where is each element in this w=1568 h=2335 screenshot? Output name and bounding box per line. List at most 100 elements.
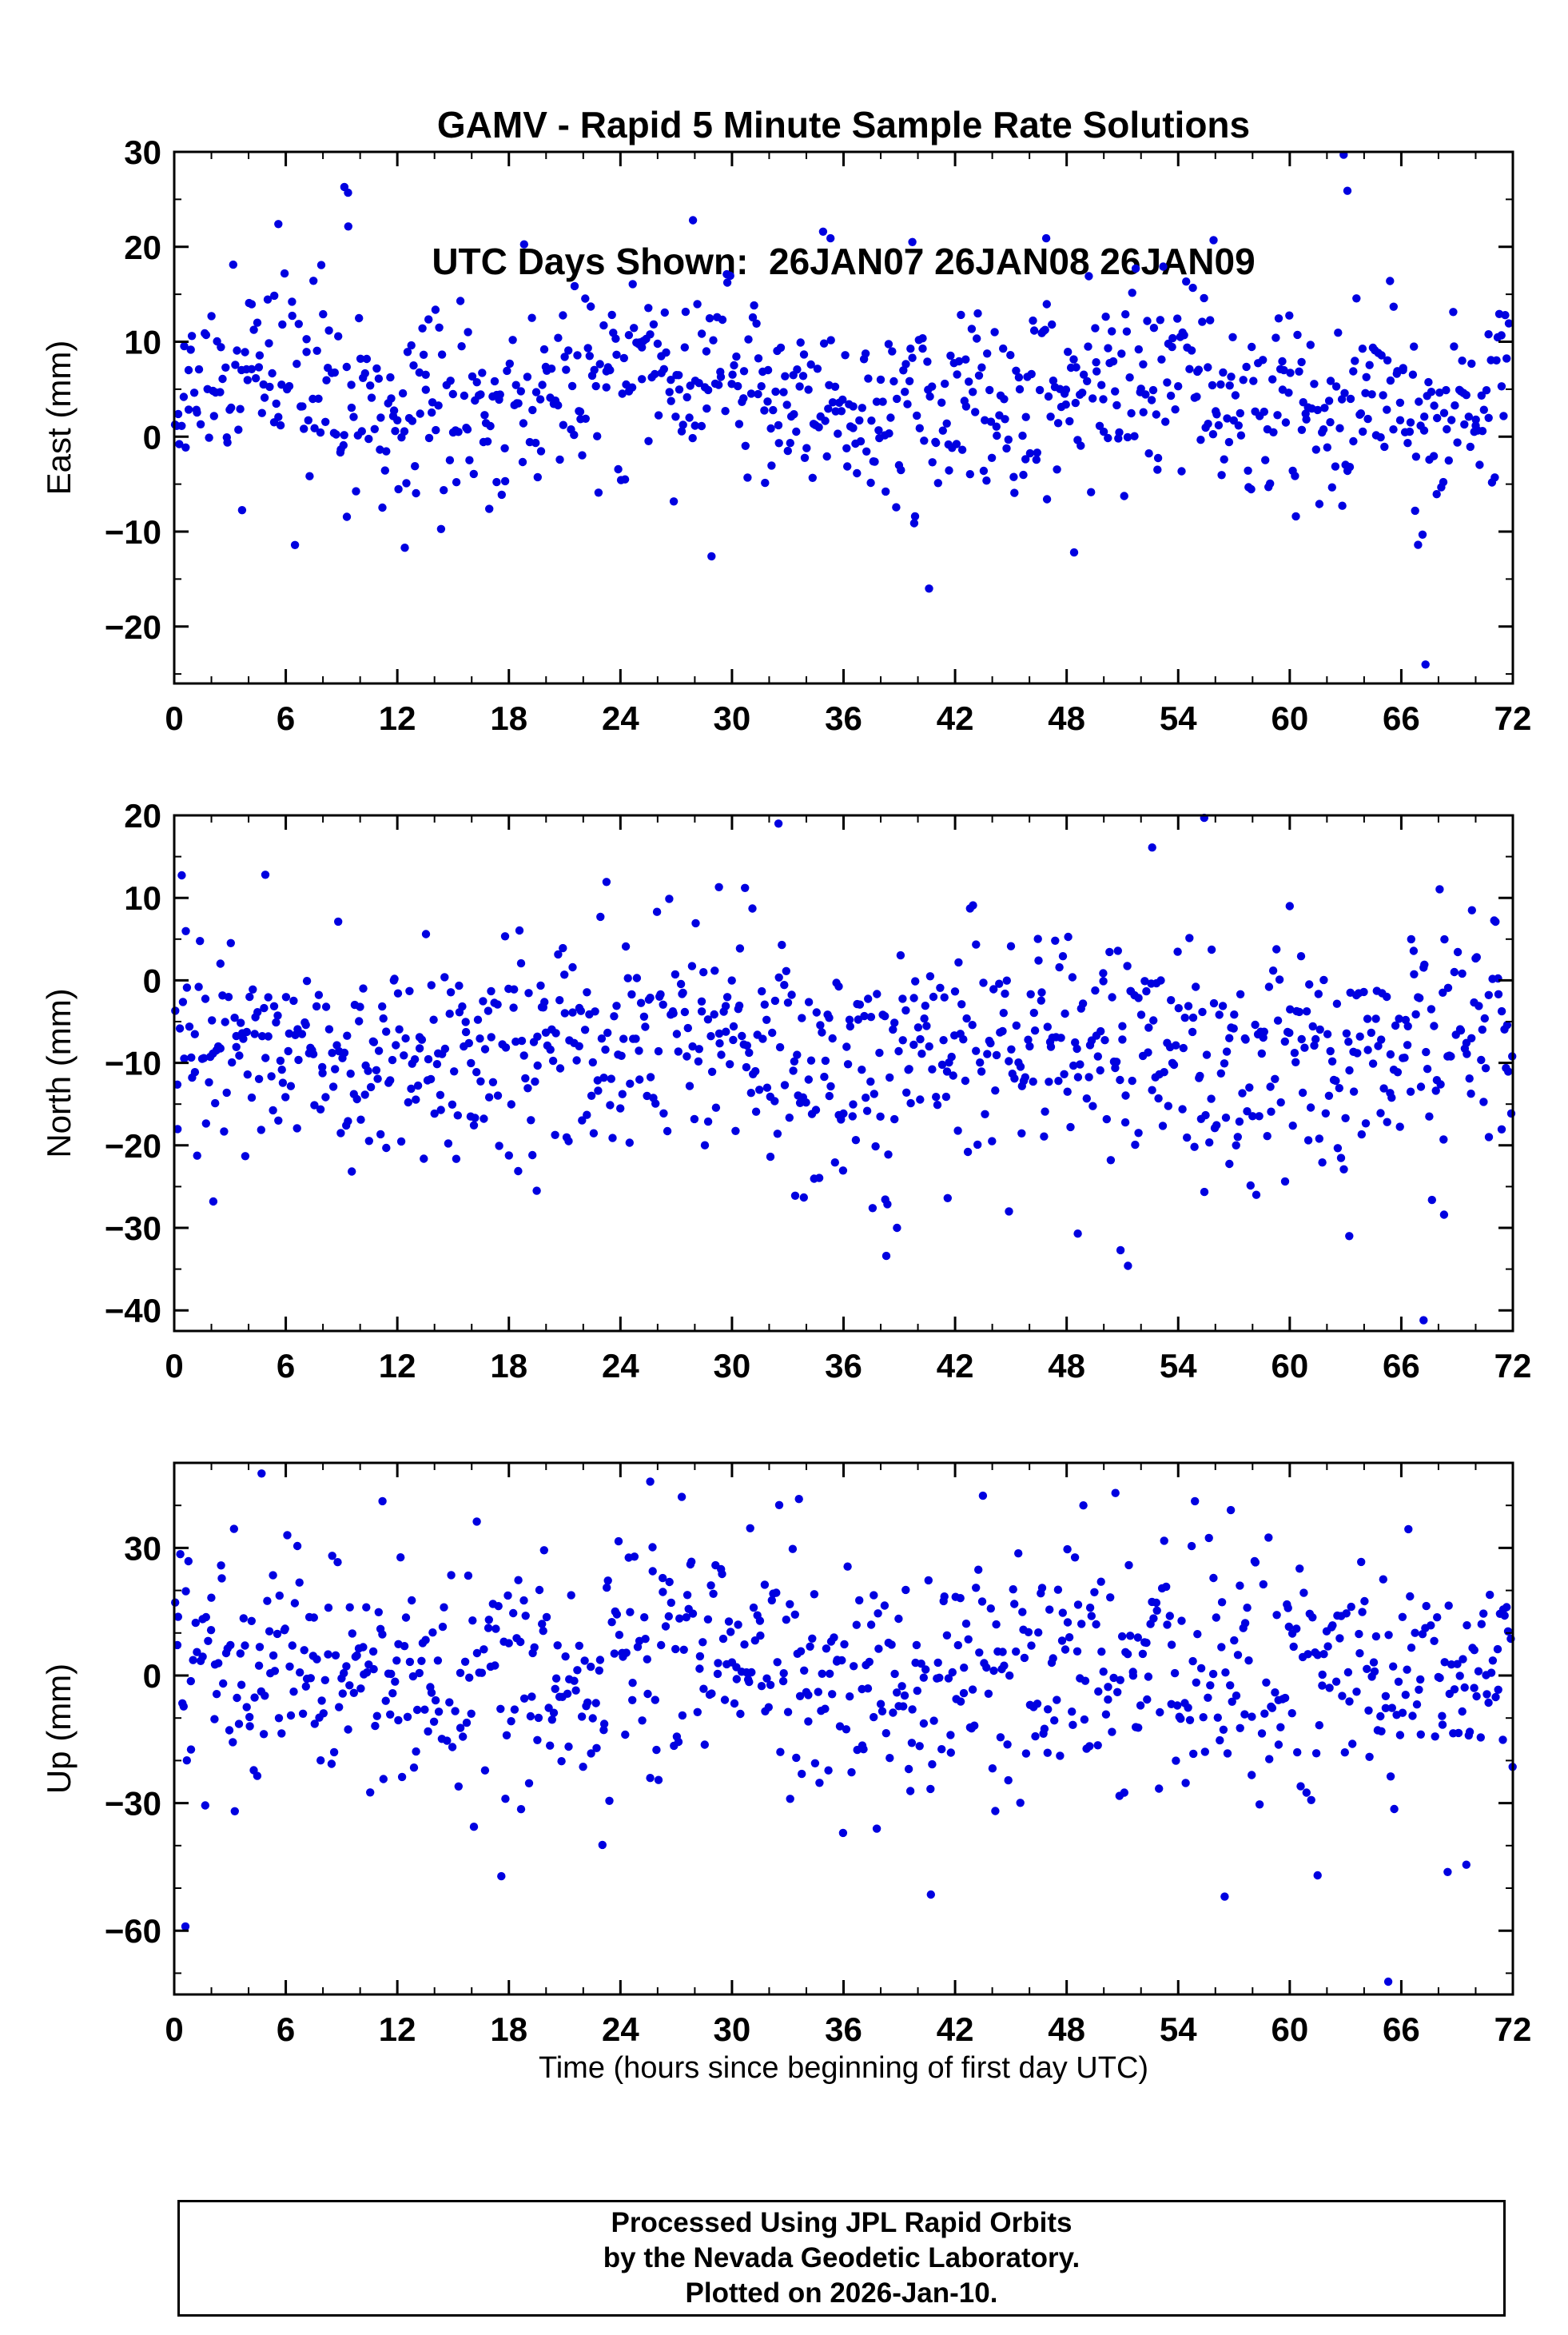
data-point	[859, 1745, 868, 1754]
data-point	[440, 486, 448, 495]
data-point	[297, 1030, 307, 1038]
data-point	[899, 1702, 908, 1711]
x-tick-label: 36	[825, 699, 862, 737]
data-point	[1477, 391, 1486, 400]
data-point	[567, 1591, 575, 1600]
data-point	[1458, 969, 1467, 978]
data-point	[762, 1674, 771, 1683]
data-point	[507, 1717, 515, 1726]
data-point	[661, 1622, 671, 1631]
data-point	[181, 1922, 190, 1931]
data-point	[1416, 1082, 1426, 1091]
data-point	[1136, 1010, 1146, 1019]
data-point	[745, 1048, 754, 1058]
data-point	[783, 998, 793, 1007]
data-point	[828, 398, 838, 407]
data-point	[815, 1779, 824, 1787]
data-point	[1156, 976, 1165, 985]
data-point	[804, 1691, 813, 1699]
data-point	[443, 1736, 452, 1745]
data-point	[1435, 885, 1444, 894]
data-point	[1308, 1613, 1317, 1622]
data-point	[324, 1650, 332, 1659]
data-point	[432, 1060, 442, 1069]
data-point	[469, 1823, 479, 1831]
data-point	[610, 1012, 619, 1021]
data-point	[450, 1067, 459, 1076]
data-point	[1319, 425, 1328, 434]
data-point	[1196, 1664, 1206, 1673]
data-point	[1278, 357, 1287, 366]
data-point	[424, 315, 433, 324]
data-point	[571, 1686, 580, 1695]
data-point	[583, 1110, 591, 1119]
data-point	[519, 1596, 528, 1605]
data-point	[969, 901, 977, 910]
data-point	[863, 1684, 873, 1693]
data-point	[740, 1640, 749, 1649]
data-point	[580, 1026, 590, 1034]
data-point	[1355, 1629, 1363, 1639]
data-point	[568, 1008, 577, 1017]
data-point	[1096, 1026, 1105, 1036]
data-point	[665, 1577, 674, 1587]
data-point	[653, 339, 663, 349]
data-point	[500, 476, 510, 486]
data-point	[1167, 996, 1176, 1005]
data-point	[472, 1648, 482, 1658]
data-point	[220, 1127, 229, 1136]
data-point	[1479, 405, 1489, 414]
data-point	[180, 341, 189, 351]
x-tick-label: 24	[602, 699, 639, 737]
data-point	[826, 1669, 834, 1678]
data-point	[519, 240, 528, 249]
data-point	[1208, 1669, 1218, 1679]
data-point	[269, 1571, 277, 1580]
data-point	[229, 1738, 237, 1747]
data-point	[1228, 333, 1237, 341]
data-point	[1363, 1014, 1372, 1023]
data-point	[1044, 1705, 1053, 1714]
data-point	[455, 981, 464, 990]
data-point	[1365, 1752, 1374, 1761]
data-point	[1314, 990, 1323, 998]
data-point	[1238, 1089, 1247, 1098]
data-point	[1327, 483, 1337, 492]
data-point	[445, 1698, 454, 1707]
data-point	[295, 1578, 304, 1587]
data-point	[870, 1591, 878, 1600]
data-point	[641, 1022, 650, 1031]
data-point	[992, 1050, 1001, 1060]
data-point	[175, 1024, 185, 1033]
data-point	[1280, 1037, 1290, 1046]
x-tick-label: 24	[602, 2010, 639, 2048]
data-point	[595, 360, 604, 369]
data-point	[277, 381, 286, 389]
data-point	[504, 1151, 513, 1160]
data-point	[1009, 1585, 1017, 1594]
data-point	[535, 395, 545, 404]
data-point	[667, 376, 675, 385]
data-point	[528, 1150, 537, 1160]
data-point	[534, 1713, 543, 1723]
data-point	[1260, 1027, 1269, 1036]
data-point	[1478, 427, 1487, 436]
data-point	[715, 1039, 724, 1048]
data-point	[1142, 986, 1151, 996]
data-point	[1443, 983, 1453, 993]
data-point	[834, 982, 843, 991]
data-point	[254, 1661, 264, 1670]
data-point	[975, 1648, 984, 1657]
data-point	[479, 997, 488, 1006]
data-point	[1087, 488, 1096, 496]
data-point	[242, 1027, 251, 1037]
data-point	[1323, 443, 1332, 452]
data-point	[745, 1677, 754, 1687]
data-point	[1403, 1022, 1412, 1031]
data-point	[925, 972, 935, 981]
data-point	[231, 361, 240, 369]
data-point	[321, 1093, 330, 1102]
data-point	[1220, 455, 1228, 464]
data-point	[1116, 1245, 1125, 1255]
data-point	[1058, 1608, 1068, 1617]
